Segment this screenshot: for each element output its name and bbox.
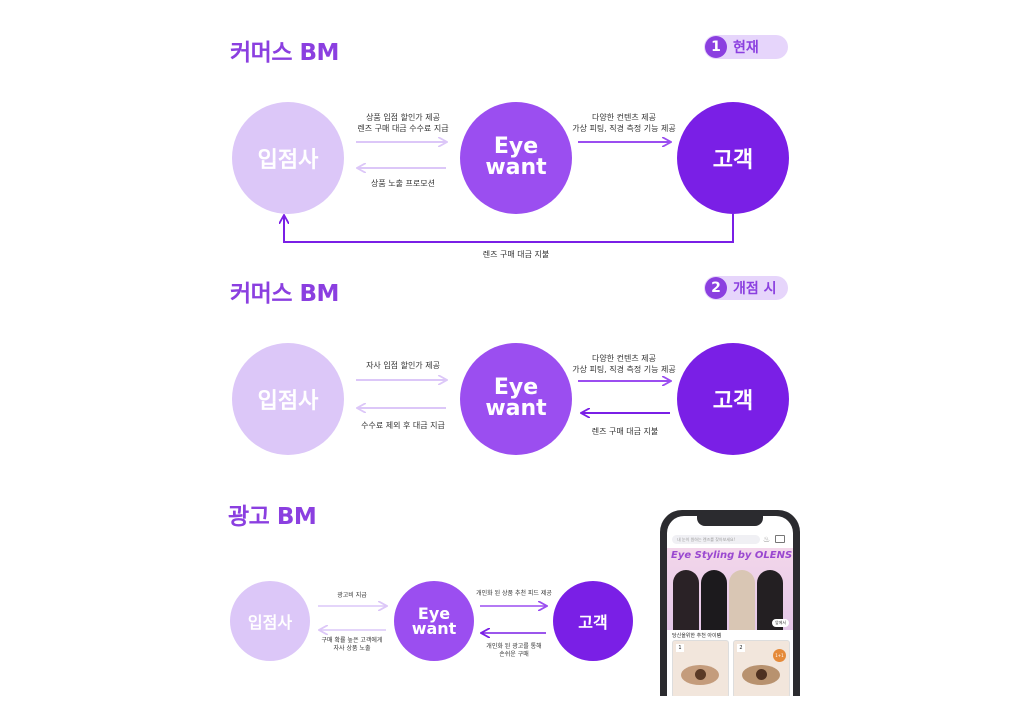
product-card[interactable]: 1 — [672, 640, 729, 696]
section3-title: 광고 BM — [228, 504, 317, 530]
phone-screen: 내 눈이 원하는 렌즈를 찾아보세요! ♨ Eye Styling by OLE… — [667, 516, 793, 696]
flow-label: 다양한 컨텐츠 제공 가상 피팅, 직경 측정 기능 제공 — [572, 354, 676, 374]
banner-tag: 앞에서 — [771, 619, 789, 627]
flow-label: 상품 노출 프로모션 — [371, 179, 435, 188]
model-photo — [673, 570, 699, 630]
brand-line2: want — [485, 396, 547, 421]
section2-title: 커머스 BM — [230, 281, 339, 307]
flow-label: 구매 확률 높은 고객에게 자사 상품 노출 — [321, 637, 383, 652]
flow-label: 렌즈 구매 대금 지불 — [482, 250, 550, 259]
flow-label: 수수료 제외 후 대금 지급 — [361, 421, 445, 430]
eye-image — [742, 665, 780, 685]
customer-node: 고객 — [553, 581, 633, 661]
product-card[interactable]: 2 1+1 — [733, 640, 790, 696]
eye-image — [681, 665, 719, 685]
customer-node-label: 고객 — [712, 148, 754, 173]
flow-label: 개인화 된 상품 추천 피드 제공 — [476, 590, 552, 597]
search-input[interactable]: 내 눈이 원하는 렌즈를 찾아보세요! — [672, 535, 760, 544]
badge-number: 1 — [705, 36, 727, 58]
flow-label: 다양한 컨텐츠 제공 가상 피팅, 직경 측정 기능 제공 — [572, 113, 676, 133]
brand-line1: Eye — [493, 375, 539, 401]
flow-label: 렌즈 구매 대금 지불 — [591, 427, 659, 436]
badge-label: 개점 시 — [733, 281, 777, 297]
partner-node: 입점사 — [232, 343, 344, 455]
promo-banner[interactable]: Eye Styling by OLENS 앞에서 — [667, 548, 793, 630]
card-number: 2 — [737, 644, 745, 652]
eyewant-brand: Eye want — [485, 134, 547, 180]
section-label: 당신을위한 추천 아이템 — [672, 633, 722, 639]
brand-line1: Eye — [493, 134, 539, 160]
section1-badge: 1 현재 — [704, 35, 788, 59]
bell-icon[interactable]: ♨ — [763, 535, 771, 544]
banner-title: Eye Styling by OLENS — [671, 550, 793, 561]
section1-title: 커머스 BM — [230, 40, 339, 66]
badge-number: 2 — [705, 277, 727, 299]
customer-node-label: 고객 — [578, 613, 608, 632]
eyewant-node: Eye want — [394, 581, 474, 661]
eyewant-node: Eye want — [460, 343, 572, 455]
flow-label: 광고비 지급 — [337, 592, 367, 599]
section2-badge: 2 개점 시 — [704, 276, 788, 300]
card-number: 1 — [676, 644, 684, 652]
model-photo — [701, 570, 727, 630]
partner-node: 입점사 — [230, 581, 310, 661]
flow-label: 상품 입점 할인가 제공 렌즈 구매 대금 수수료 지급 — [357, 113, 449, 133]
brand-line2: want — [485, 155, 547, 180]
phone-notch — [697, 516, 763, 526]
eyewant-node: Eye want — [460, 102, 572, 214]
customer-node: 고객 — [677, 102, 789, 214]
partner-node-label: 입점사 — [257, 389, 319, 414]
model-photo — [729, 570, 755, 630]
camera-icon[interactable] — [775, 535, 785, 543]
partner-node-label: 입점사 — [247, 613, 293, 632]
promo-badge: 1+1 — [773, 649, 786, 662]
brand-line2: want — [411, 619, 457, 638]
partner-node: 입점사 — [232, 102, 344, 214]
badge-label: 현재 — [733, 40, 759, 56]
brand-line1: Eye — [417, 603, 451, 623]
arrow-customer-to-partner — [284, 214, 734, 243]
customer-node-label: 고객 — [712, 389, 754, 414]
customer-node: 고객 — [677, 343, 789, 455]
flow-label: 자사 입점 할인가 제공 — [366, 361, 440, 370]
partner-node-label: 입점사 — [257, 148, 319, 173]
flow-label: 개인화 된 광고를 통해 손쉬운 구매 — [486, 643, 542, 658]
eyewant-brand: Eye want — [485, 375, 547, 421]
eyewant-brand: Eye want — [411, 603, 457, 638]
